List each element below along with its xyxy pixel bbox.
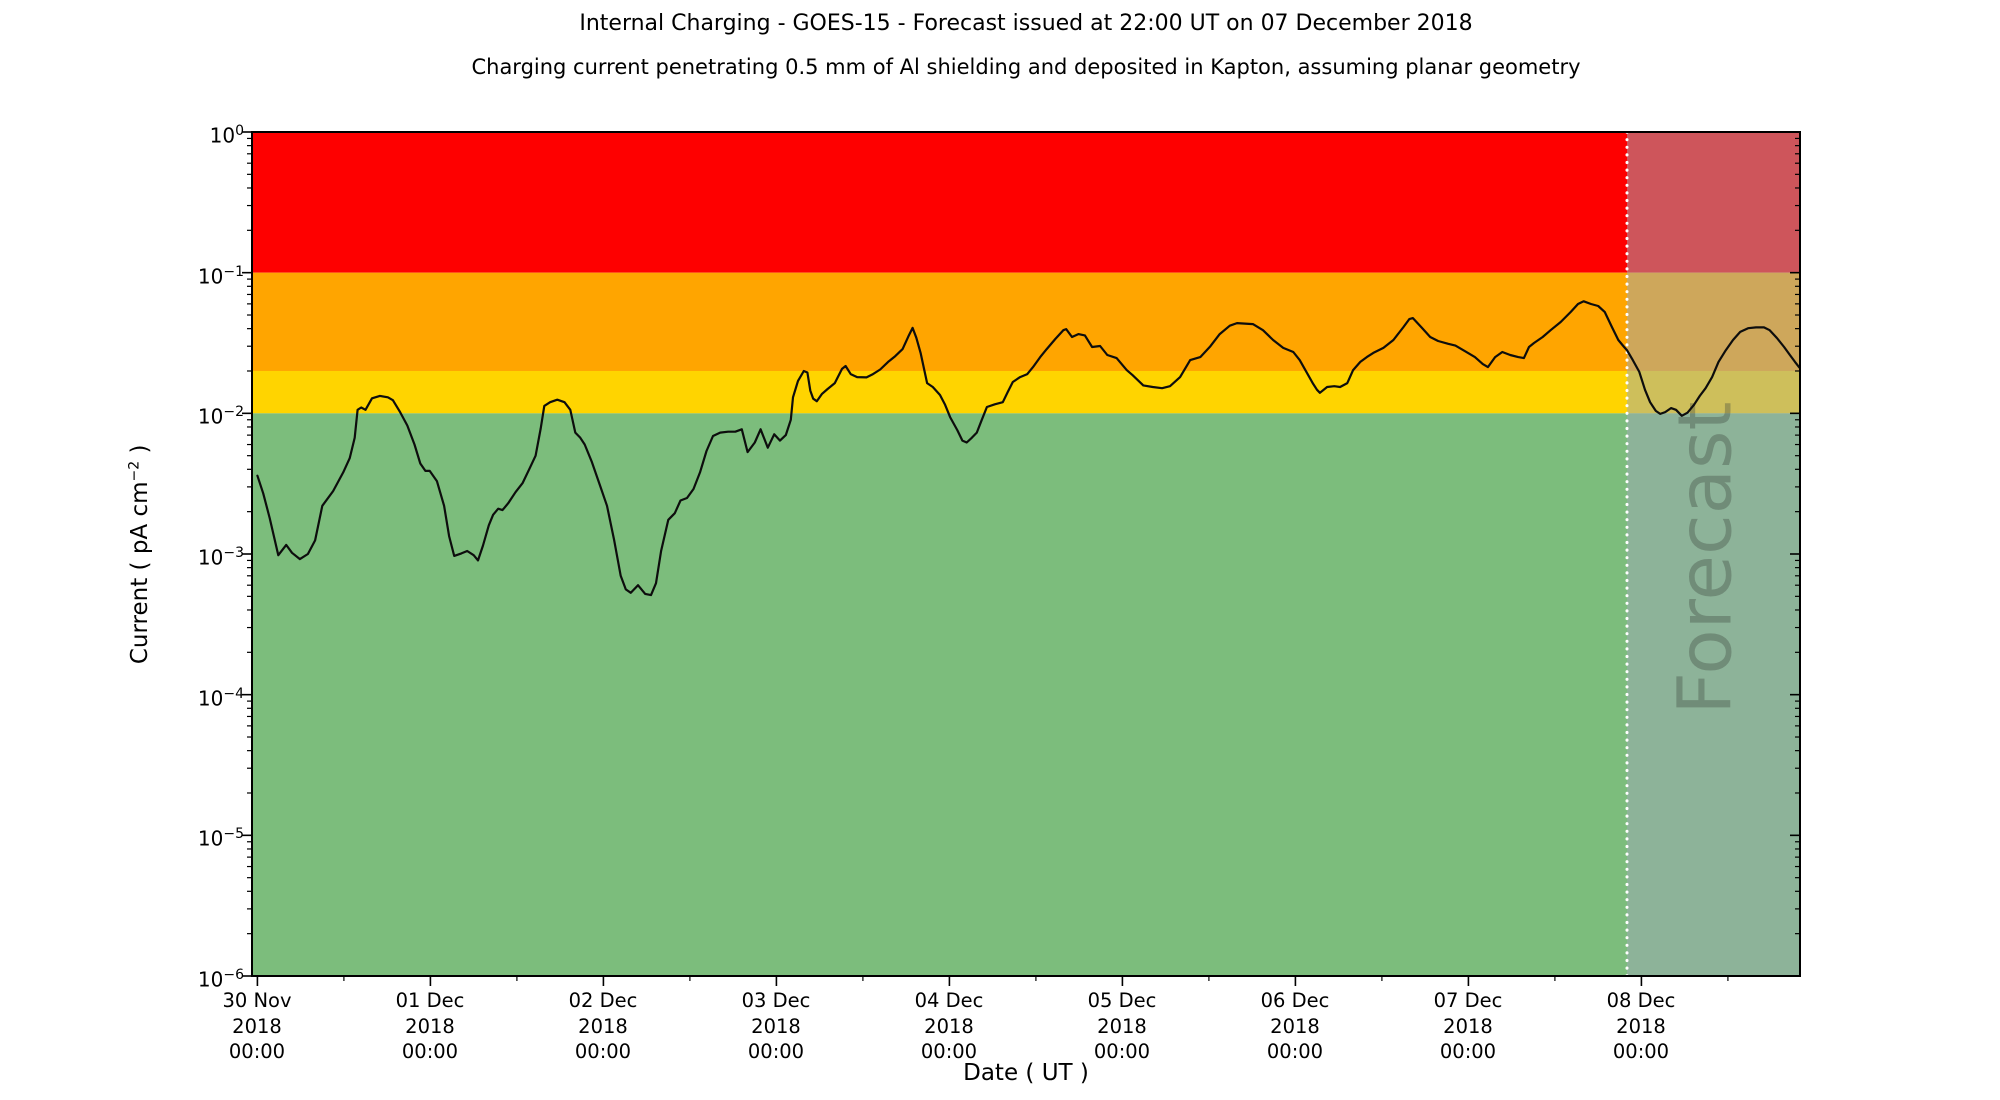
y-tick-label: 10−3: [197, 545, 244, 570]
y-tick-label: 100: [209, 123, 244, 148]
y-axis-title-post: ): [127, 444, 154, 461]
y-tick-label: 10−2: [197, 404, 244, 429]
x-tick-label: 01 Dec 2018 00:00: [395, 989, 465, 1063]
x-tick-label: 02 Dec 2018 00:00: [568, 989, 638, 1063]
data-line: [256, 300, 1801, 597]
y-tick-label: 10−4: [197, 686, 244, 711]
x-tick-label: 03 Dec 2018 00:00: [741, 989, 811, 1063]
band-yellow: [252, 370, 1800, 414]
y-tick-label: 10−6: [197, 967, 244, 992]
y-axis-title-pre: Current ( pA cm: [127, 481, 154, 664]
y-tick-label: 10−5: [197, 826, 244, 851]
x-tick-label: 08 Dec 2018 00:00: [1606, 989, 1676, 1063]
chart-title: Internal Charging - GOES-15 - Forecast i…: [579, 11, 1473, 36]
y-axis-title-sup: −2: [126, 460, 143, 482]
chart-subtitle: Charging current penetrating 0.5 mm of A…: [471, 55, 1581, 79]
y-tick-label: 10−1: [197, 264, 244, 289]
x-tick-label: 30 Nov 2018 00:00: [222, 989, 292, 1063]
band-orange: [252, 272, 1800, 371]
forecast-overlay: [1626, 132, 1800, 976]
x-tick-label: 05 Dec 2018 00:00: [1087, 989, 1157, 1063]
forecast-watermark: Forecast: [1663, 401, 1749, 714]
x-tick-label: 07 Dec 2018 00:00: [1433, 989, 1503, 1063]
x-axis-title: Date ( UT ): [963, 1060, 1089, 1086]
band-green: [252, 413, 1800, 976]
band-red: [252, 132, 1800, 273]
x-tick-label: 06 Dec 2018 00:00: [1260, 989, 1330, 1063]
x-tick-label: 04 Dec 2018 00:00: [914, 989, 984, 1063]
